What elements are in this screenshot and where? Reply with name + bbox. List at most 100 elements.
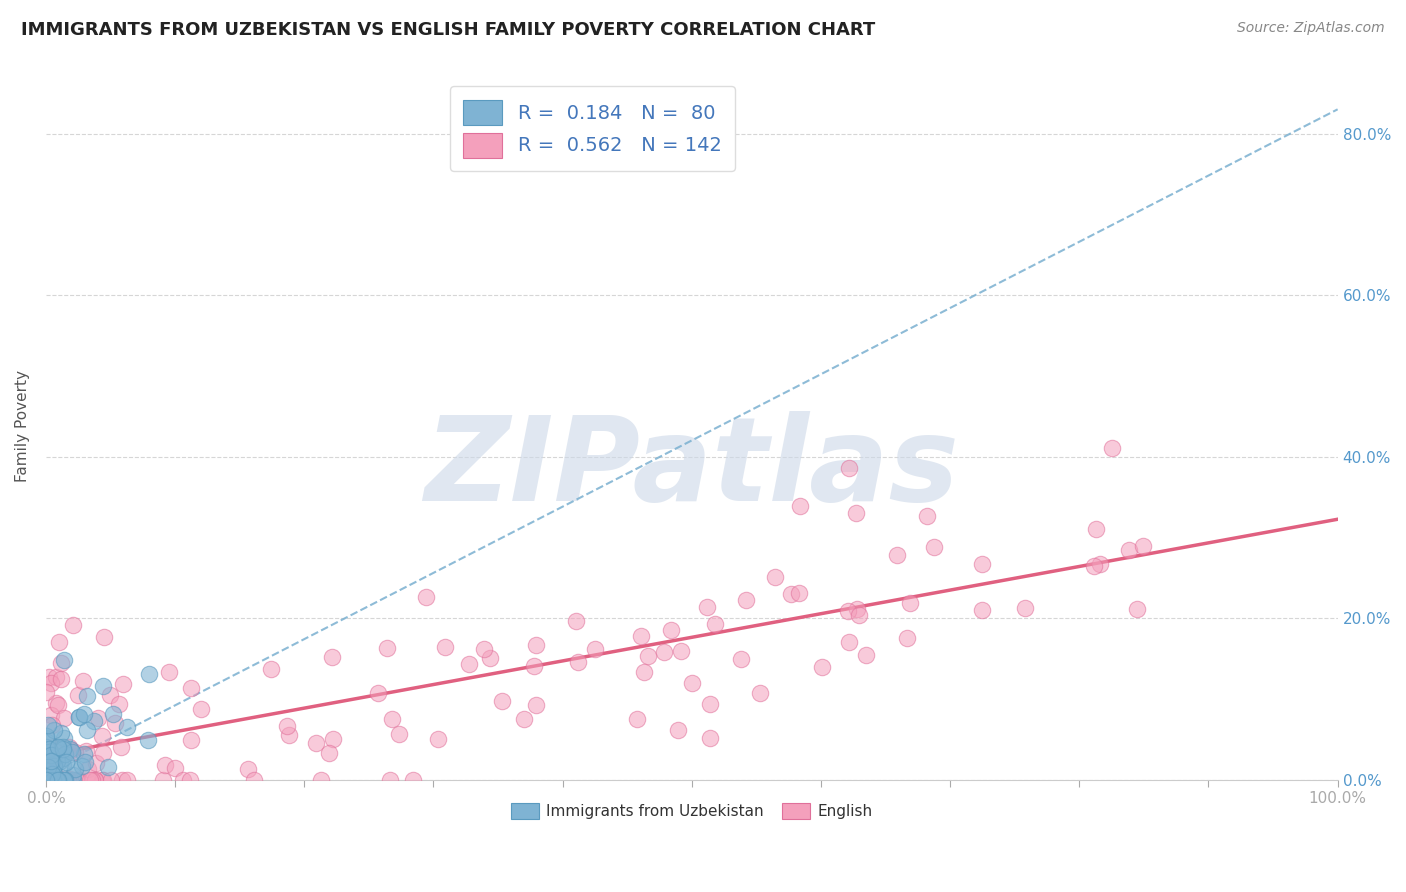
Point: [734, 593, 756, 607]
Point: [260, 662, 283, 676]
Point: [59, 772, 82, 787]
Text: Source: ZipAtlas.com: Source: ZipAtlas.com: [1237, 21, 1385, 35]
Point: [811, 660, 834, 674]
Point: [56, 772, 79, 787]
Point: [46, 772, 69, 787]
Point: [38, 742, 60, 756]
Point: [523, 659, 546, 673]
Point: [37, 772, 59, 787]
Point: [52, 742, 75, 756]
Point: [1118, 542, 1140, 557]
Point: [682, 676, 704, 690]
Point: [49, 656, 72, 670]
Point: [276, 719, 298, 733]
Point: [426, 731, 449, 746]
Point: [44, 723, 66, 737]
Text: IMMIGRANTS FROM UZBEKISTAN VS ENGLISH FAMILY POVERTY CORRELATION CHART: IMMIGRANTS FROM UZBEKISTAN VS ENGLISH FA…: [21, 21, 876, 38]
Point: [37, 753, 59, 767]
Point: [922, 540, 945, 554]
Point: [38, 743, 60, 757]
Point: [381, 712, 404, 726]
Point: [42, 772, 65, 787]
Point: [91, 746, 114, 760]
Point: [848, 607, 870, 622]
Point: [157, 665, 180, 680]
Point: [39, 772, 62, 787]
Point: [76, 723, 98, 738]
Point: [35, 739, 58, 754]
Point: [37, 718, 59, 732]
Point: [100, 772, 122, 787]
Point: [434, 640, 457, 654]
Point: [44, 772, 66, 787]
Point: [970, 603, 993, 617]
Point: [898, 596, 921, 610]
Point: [388, 727, 411, 741]
Point: [62, 768, 84, 782]
Point: [91, 772, 114, 787]
Point: [38, 764, 60, 779]
Point: [46, 739, 69, 754]
Point: [749, 686, 772, 700]
Point: [62, 618, 84, 632]
Point: [67, 772, 90, 787]
Point: [378, 772, 401, 787]
Point: [855, 648, 877, 663]
Point: [76, 690, 98, 704]
Point: [37, 772, 59, 787]
Point: [53, 711, 76, 725]
Point: [42, 740, 65, 755]
Point: [45, 754, 67, 768]
Point: [524, 698, 547, 713]
Point: [46, 772, 69, 787]
Point: [67, 710, 90, 724]
Point: [179, 772, 201, 787]
Point: [52, 740, 75, 755]
Point: [415, 590, 437, 604]
Point: [59, 741, 82, 756]
Point: [699, 697, 721, 711]
Point: [53, 772, 76, 787]
Point: [567, 655, 589, 669]
Point: [63, 763, 86, 777]
Point: [180, 733, 202, 747]
Point: [41, 718, 63, 732]
Point: [152, 772, 174, 787]
Point: [1126, 602, 1149, 616]
Point: [77, 762, 100, 776]
Point: [45, 771, 67, 785]
Point: [73, 706, 96, 721]
Point: [53, 772, 76, 787]
Point: [375, 640, 398, 655]
Point: [65, 772, 87, 787]
Point: [838, 461, 860, 475]
Point: [39, 748, 62, 763]
Point: [53, 772, 76, 787]
Point: [53, 747, 76, 761]
Point: [93, 630, 115, 644]
Point: [75, 744, 97, 758]
Point: [41, 754, 63, 768]
Point: [70, 759, 93, 773]
Point: [82, 772, 104, 787]
Point: [305, 736, 328, 750]
Point: [38, 767, 60, 781]
Point: [583, 641, 606, 656]
Point: [84, 756, 107, 770]
Point: [35, 731, 58, 745]
Point: [626, 712, 648, 726]
Point: [49, 726, 72, 740]
Point: [513, 712, 536, 726]
Point: [318, 746, 340, 760]
Point: [630, 629, 652, 643]
Point: [1083, 559, 1105, 574]
Point: [60, 742, 83, 756]
Point: [91, 680, 114, 694]
Point: [83, 714, 105, 729]
Y-axis label: Family Poverty: Family Poverty: [15, 370, 30, 483]
Point: [35, 772, 58, 787]
Point: [83, 772, 105, 787]
Point: [42, 772, 65, 787]
Point: [91, 772, 114, 787]
Point: [87, 711, 110, 725]
